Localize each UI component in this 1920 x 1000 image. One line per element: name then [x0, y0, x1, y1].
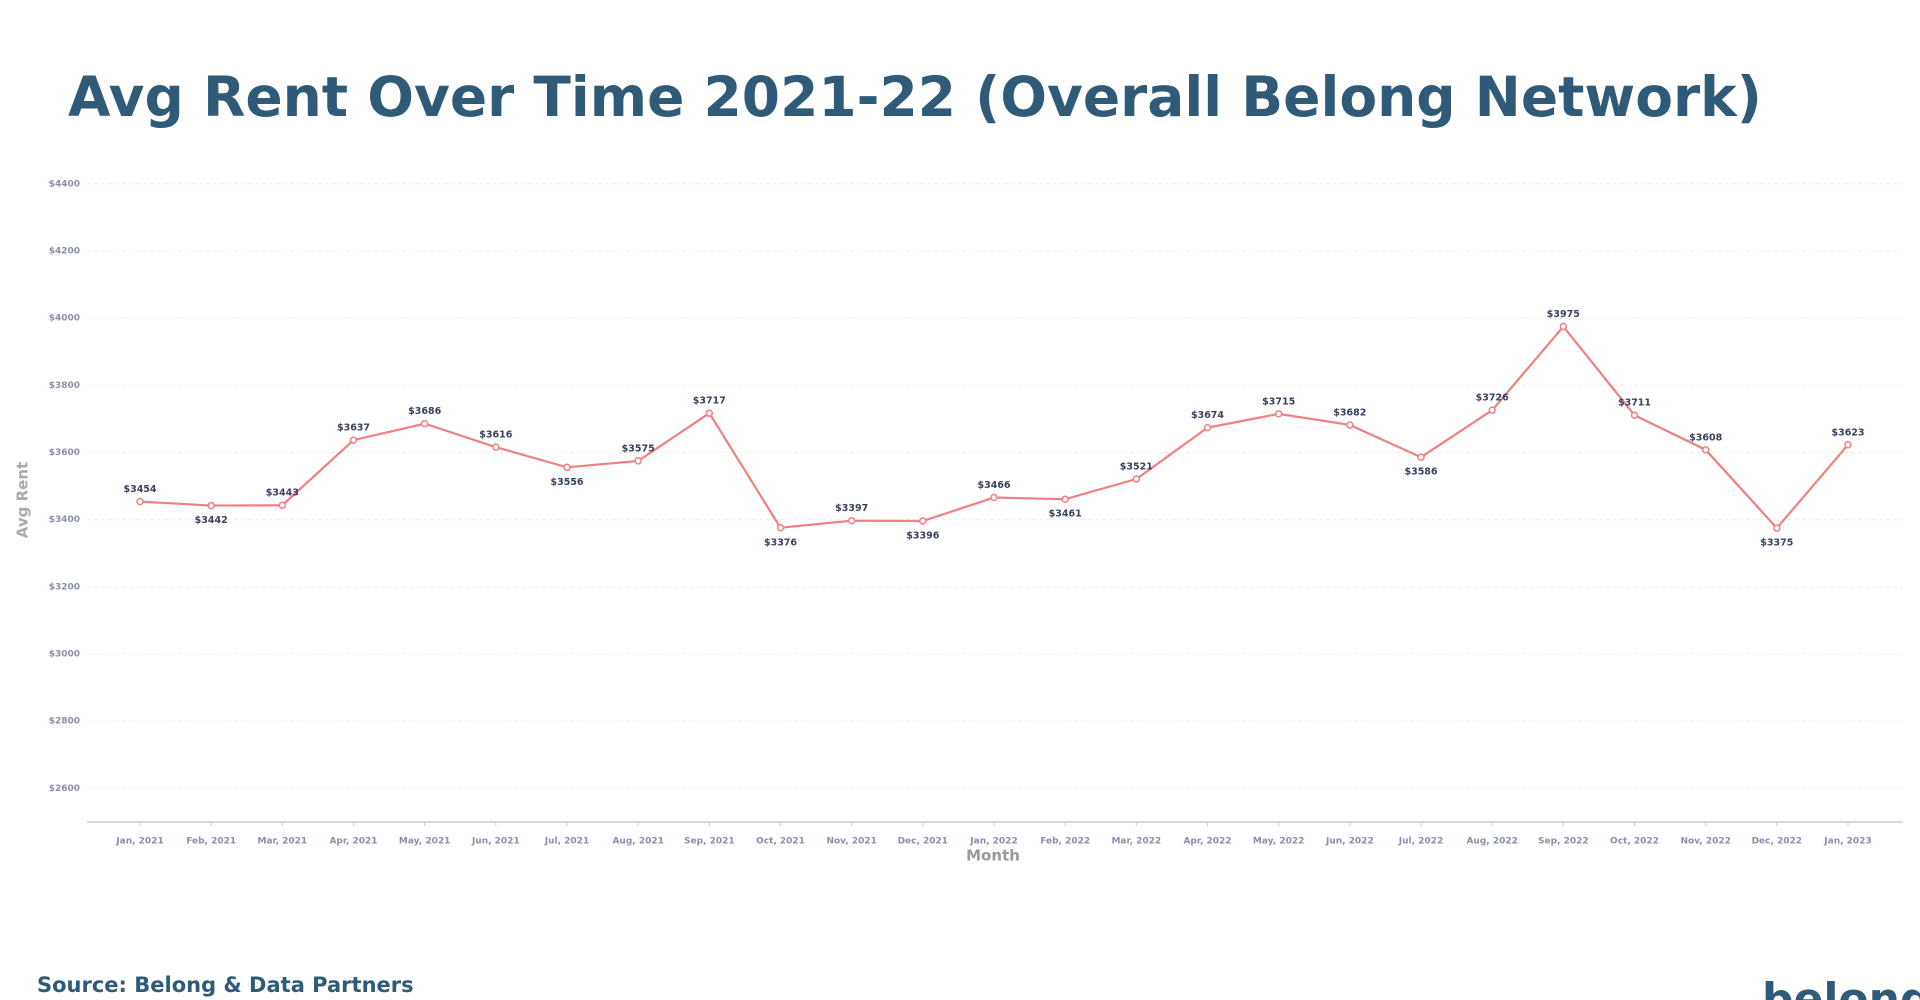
x-tick-label: Mar, 2022 — [1111, 837, 1161, 847]
x-tick-label: Jul, 2022 — [1398, 837, 1443, 847]
x-tick-label: Dec, 2022 — [1752, 837, 1803, 847]
data-label: $3461 — [1049, 509, 1082, 520]
y-axis-label: Avg Rent — [14, 462, 32, 538]
point — [1132, 475, 1141, 483]
point — [1346, 421, 1354, 429]
data-label: $3443 — [266, 488, 299, 499]
data-label: $3674 — [1191, 410, 1224, 421]
x-tick-label: Jan, 2023 — [1823, 837, 1871, 847]
point — [919, 517, 927, 525]
point — [1203, 423, 1212, 432]
x-tick-label: Sep, 2022 — [1538, 837, 1589, 847]
data-label: $3715 — [1262, 396, 1295, 407]
data-label: $3682 — [1333, 407, 1366, 418]
x-tick-label: Dec, 2021 — [898, 837, 949, 847]
data-label: $3454 — [123, 484, 156, 495]
y-tick-label: $4200 — [49, 246, 80, 256]
x-tick-label: Jan, 2021 — [115, 837, 163, 847]
y-tick-label: $4400 — [49, 179, 80, 189]
y-tick-label: $2600 — [49, 784, 80, 794]
point — [990, 493, 998, 502]
point — [705, 409, 714, 417]
data-label: $3686 — [408, 406, 441, 417]
x-tick-label: Apr, 2021 — [329, 837, 377, 847]
point — [1274, 410, 1283, 418]
data-label: $3717 — [693, 396, 726, 407]
point — [420, 419, 429, 428]
x-tick-label: Feb, 2021 — [186, 837, 236, 847]
point — [1417, 453, 1425, 461]
point — [1773, 524, 1781, 532]
data-label: $3711 — [1618, 398, 1651, 409]
y-tick-label: $2800 — [49, 717, 80, 727]
x-tick-label: Mar, 2021 — [257, 837, 307, 847]
data-label: $3466 — [977, 480, 1010, 491]
y-tick-label: $3600 — [49, 448, 80, 458]
x-tick-label: Jul, 2021 — [544, 837, 589, 847]
data-label: $3623 — [1831, 427, 1864, 438]
data-label: $3608 — [1689, 432, 1722, 443]
y-tick-label: $3000 — [49, 650, 80, 660]
data-label: $3556 — [550, 477, 583, 488]
data-label: $3637 — [337, 423, 370, 434]
data-label: $3616 — [479, 430, 512, 441]
x-tick-label: May, 2022 — [1253, 837, 1305, 847]
x-tick-label: Jun, 2021 — [471, 837, 520, 847]
x-axis-label: Month — [966, 847, 1020, 865]
y-tick-label: $3800 — [49, 381, 80, 391]
logo: belong — [1762, 974, 1920, 1000]
point — [1488, 406, 1496, 414]
x-tick-label: Oct, 2022 — [1610, 837, 1659, 847]
x-tick-label: Apr, 2022 — [1183, 837, 1231, 847]
data-label: $3376 — [764, 537, 797, 548]
x-tick-label: Jan, 2022 — [969, 837, 1017, 847]
data-label: $3442 — [195, 515, 228, 526]
x-tick-label: Feb, 2022 — [1040, 837, 1090, 847]
point — [207, 501, 215, 510]
data-label: $3975 — [1547, 309, 1580, 320]
point — [1701, 446, 1710, 454]
source: Source: Belong & Data Partners — [37, 973, 414, 997]
data-label: $3521 — [1120, 462, 1153, 473]
x-tick-label: Aug, 2022 — [1466, 837, 1517, 847]
y-tick-label: $3200 — [49, 582, 80, 592]
point — [492, 443, 500, 451]
point — [1559, 322, 1568, 331]
point — [136, 497, 144, 506]
x-tick-label: May, 2021 — [399, 837, 451, 847]
x-tick-label: Aug, 2021 — [612, 837, 663, 847]
data-label: $3575 — [622, 443, 655, 454]
y-tick-label: $3400 — [49, 515, 80, 525]
y-tick-label: $4000 — [49, 314, 80, 324]
data-label: $3396 — [906, 531, 939, 542]
point — [1061, 495, 1069, 503]
point — [847, 516, 856, 525]
chart-title: Avg Rent Over Time 2021-22 (Overall Belo… — [68, 65, 1762, 129]
point — [349, 436, 358, 444]
data-label: $3375 — [1760, 538, 1793, 549]
x-tick-label: Nov, 2021 — [826, 837, 876, 847]
point — [634, 457, 642, 465]
point — [278, 501, 287, 509]
point — [1844, 441, 1852, 449]
data-label: $3586 — [1404, 467, 1437, 478]
point — [1630, 411, 1639, 419]
data-label: $3397 — [835, 503, 868, 514]
x-tick-label: Nov, 2022 — [1680, 837, 1730, 847]
x-tick-label: Sep, 2021 — [684, 837, 735, 847]
x-tick-label: Oct, 2021 — [756, 837, 805, 847]
point — [776, 524, 785, 532]
point — [563, 463, 571, 472]
x-tick-label: Jun, 2022 — [1325, 837, 1374, 847]
data-label: $3726 — [1476, 393, 1509, 404]
